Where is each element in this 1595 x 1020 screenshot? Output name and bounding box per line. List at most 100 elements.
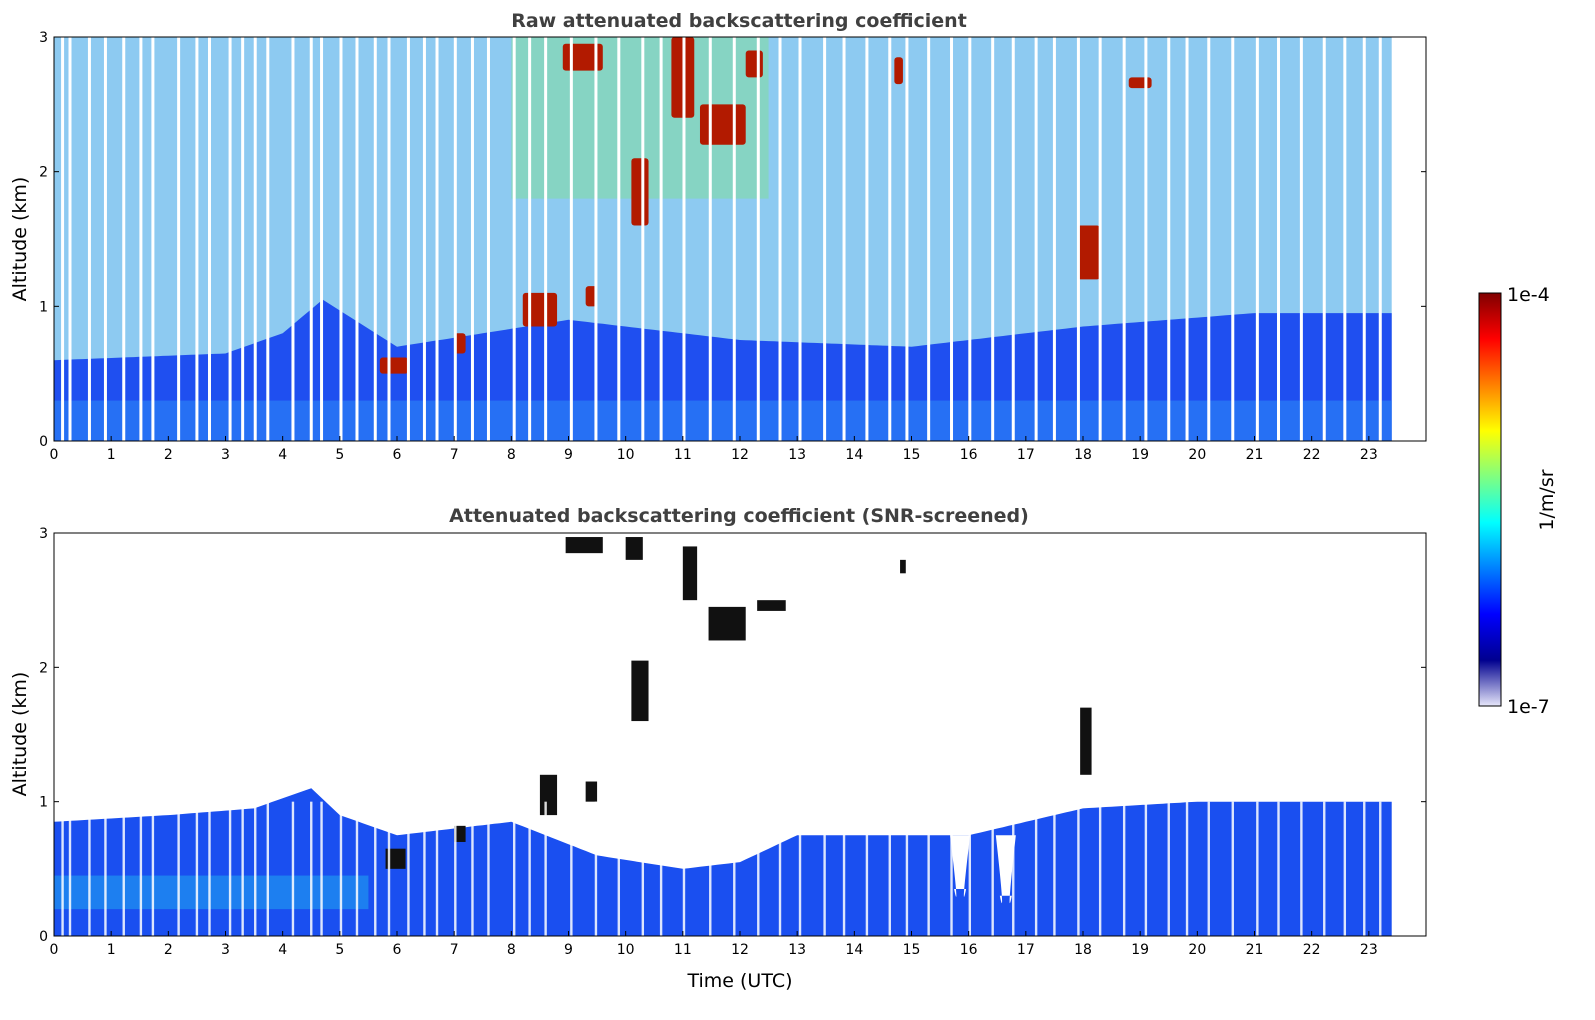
raw-data-gap bbox=[320, 37, 324, 441]
screened-data-gap bbox=[1231, 801, 1234, 936]
raw-x-tick-label: 21 bbox=[1246, 447, 1264, 463]
raw-x-tick-label: 3 bbox=[221, 447, 230, 463]
screened-data-gap bbox=[757, 801, 760, 936]
raw-x-tick-label: 2 bbox=[164, 447, 173, 463]
snr-screened-panel: Attenuated backscattering coefficient (S… bbox=[9, 505, 1427, 992]
raw-cloud-feature bbox=[522, 292, 558, 327]
raw-data-gap bbox=[732, 37, 736, 441]
screened-x-ticks: 0 1 2 3 4 5 6 7 8 9 10 11 12 13 14 15 16 17 18 19 20 21 22 23 bbox=[50, 931, 1378, 958]
screened-data-gap bbox=[1343, 801, 1347, 936]
raw-cloud-feature bbox=[699, 104, 746, 145]
screened-data-gap bbox=[1144, 801, 1148, 936]
screened-data-gap bbox=[733, 801, 736, 936]
screened-cloud-feature bbox=[565, 537, 603, 554]
raw-y-ticks: 0 1 2 3 bbox=[39, 30, 1426, 450]
screened-x-tick-label: 23 bbox=[1360, 942, 1378, 958]
screened-data-gap bbox=[1363, 801, 1366, 936]
raw-y-tick-label: 1 bbox=[39, 299, 48, 315]
screened-cloud-feature bbox=[682, 546, 698, 601]
raw-data-gap bbox=[122, 37, 126, 441]
screened-data-gap bbox=[104, 801, 107, 936]
raw-x-tick-label: 7 bbox=[450, 447, 459, 463]
screened-data-gap bbox=[310, 801, 313, 936]
raw-data-gap bbox=[68, 37, 72, 441]
raw-data-gap bbox=[291, 37, 295, 441]
raw-data-gap bbox=[544, 37, 548, 441]
colorbar-max-label: 1e-4 bbox=[1507, 284, 1550, 306]
screened-data-gap bbox=[139, 801, 143, 936]
screened-data-gap bbox=[122, 801, 125, 936]
screened-cloud-feature bbox=[385, 848, 406, 869]
screened-data-gap bbox=[423, 801, 426, 936]
screened-data-gap bbox=[927, 801, 930, 936]
raw-y-tick-label: 3 bbox=[39, 30, 48, 46]
raw-data-gap bbox=[1167, 37, 1171, 441]
screened-data-gap bbox=[454, 801, 457, 936]
screened-x-tick-label: 5 bbox=[335, 942, 344, 958]
screened-data-gap bbox=[88, 801, 91, 936]
raw-x-tick-label: 13 bbox=[788, 447, 806, 463]
raw-data-gap bbox=[888, 37, 892, 441]
screened-data-gap bbox=[888, 801, 891, 936]
raw-y-tick-label: 0 bbox=[39, 434, 48, 450]
screened-data-gap bbox=[266, 801, 270, 936]
raw-x-tick-label: 19 bbox=[1131, 447, 1149, 463]
raw-data-gap bbox=[355, 37, 359, 441]
screened-data-gap bbox=[241, 801, 244, 936]
screened-data-gap bbox=[291, 801, 295, 936]
raw-data-gap bbox=[1277, 37, 1281, 441]
screened-x-tick-label: 1 bbox=[107, 942, 116, 958]
raw-x-tick-label: 4 bbox=[278, 447, 287, 463]
raw-data-gap bbox=[339, 37, 343, 441]
screened-dip bbox=[950, 835, 971, 897]
screened-data-gap bbox=[1256, 801, 1259, 936]
raw-data-gap bbox=[512, 37, 516, 441]
screened-cloud-feature bbox=[631, 660, 649, 722]
screened-data-gap bbox=[1167, 801, 1170, 936]
screened-x-tick-label: 22 bbox=[1303, 942, 1321, 958]
raw-data-gap bbox=[756, 37, 760, 441]
screened-x-tick-label: 3 bbox=[221, 942, 230, 958]
raw-x-tick-label: 8 bbox=[507, 447, 516, 463]
raw-cloud-feature bbox=[631, 158, 649, 226]
raw-data-gap bbox=[470, 37, 474, 441]
colorbar-scale bbox=[1478, 292, 1502, 707]
raw-data-gap bbox=[387, 37, 391, 441]
screened-y-tick-label: 1 bbox=[39, 795, 48, 811]
raw-x-tick-label: 14 bbox=[845, 447, 863, 463]
raw-x-tick-label: 15 bbox=[903, 447, 921, 463]
screened-data-gap bbox=[905, 801, 909, 936]
raw-cloud-feature bbox=[745, 50, 763, 78]
screened-y-axis-label: Altitude (km) bbox=[9, 672, 31, 797]
screened-data-gap bbox=[487, 801, 490, 936]
screened-data-gap bbox=[1034, 801, 1038, 936]
screened-data-gap bbox=[617, 801, 621, 936]
raw-data-gap bbox=[486, 37, 490, 441]
screened-cloud-feature bbox=[539, 774, 558, 816]
raw-data-gap bbox=[865, 37, 869, 441]
screened-data-gap bbox=[968, 801, 972, 936]
screened-x-tick-label: 10 bbox=[617, 942, 635, 958]
screened-x-tick-label: 7 bbox=[450, 942, 459, 958]
x-axis-label: Time (UTC) bbox=[686, 970, 792, 992]
raw-data-gap bbox=[61, 37, 65, 441]
raw-data-gap bbox=[617, 37, 621, 441]
raw-data-gap bbox=[266, 37, 270, 441]
raw-x-tick-label: 23 bbox=[1360, 447, 1378, 463]
raw-data-gap bbox=[823, 37, 827, 441]
raw-data-gap bbox=[1378, 37, 1382, 441]
screened-x-tick-label: 9 bbox=[564, 942, 573, 958]
colorbar-unit-label: 1/m/sr bbox=[1536, 469, 1558, 530]
screened-x-tick-label: 11 bbox=[674, 942, 692, 958]
raw-data-gap bbox=[991, 37, 995, 441]
screened-data-gap bbox=[387, 801, 391, 936]
screened-data-gap bbox=[1207, 801, 1210, 936]
raw-x-tick-label: 0 bbox=[50, 447, 59, 463]
screened-x-tick-label: 0 bbox=[50, 942, 59, 958]
screened-x-tick-label: 19 bbox=[1131, 942, 1149, 958]
screened-x-tick-label: 4 bbox=[278, 942, 287, 958]
screened-data-gap bbox=[435, 801, 439, 936]
raw-data-gap bbox=[968, 37, 972, 441]
screened-y-tick-label: 2 bbox=[39, 660, 48, 676]
raw-data-gap bbox=[207, 37, 211, 441]
